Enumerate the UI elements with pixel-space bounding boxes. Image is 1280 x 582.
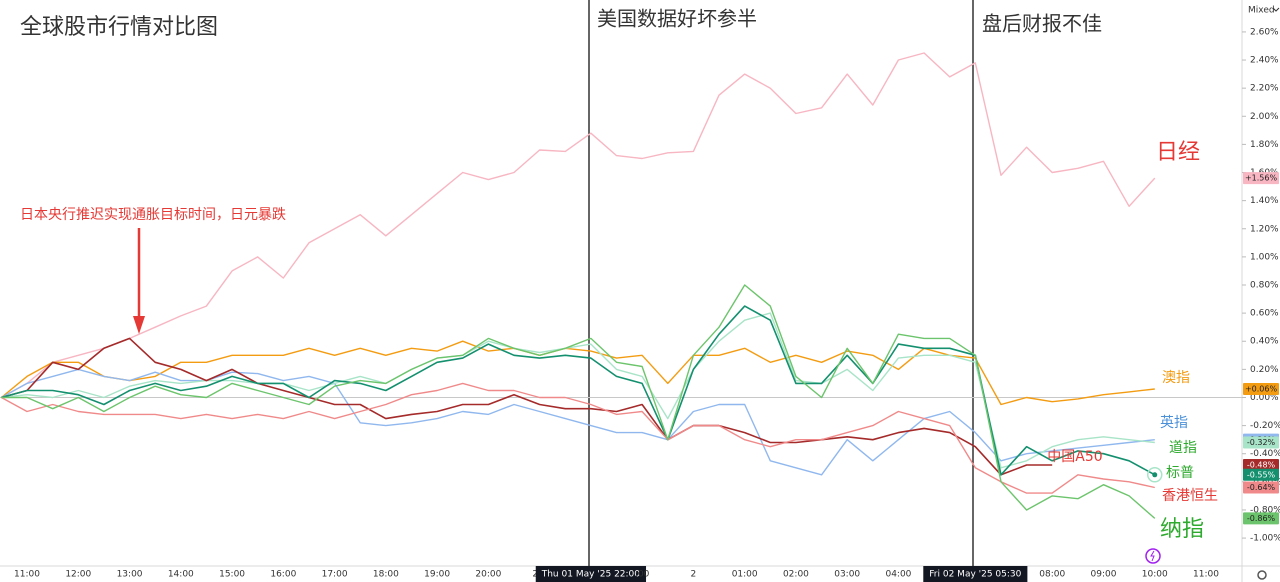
series-label: 澳指	[1162, 370, 1190, 386]
y-tick-label: 2.40%	[1250, 56, 1279, 66]
x-tick-label: 20:00	[475, 570, 501, 580]
y-tick-label: 2.00%	[1250, 112, 1279, 122]
series-label: 英指	[1160, 414, 1188, 431]
x-tick-label: 04:00	[885, 570, 911, 580]
x-tick-label: 15:00	[219, 570, 245, 580]
end-value-box	[1243, 481, 1279, 494]
series-line	[1, 337, 1053, 476]
series-label: 日经	[1156, 140, 1200, 165]
annotation: 美国数据好坏参半	[597, 7, 757, 31]
y-tick-label: -0.20%	[1250, 421, 1280, 431]
series-label: 道指	[1169, 440, 1197, 456]
end-value-label: +1.56%	[1245, 174, 1278, 183]
end-value-box	[1243, 172, 1279, 185]
series-label: 纳指	[1160, 517, 1204, 542]
end-value-box	[1243, 436, 1279, 449]
x-tick-label: 11:00	[1193, 570, 1219, 580]
series-line	[1, 52, 1156, 399]
x-tick-label: 12:00	[65, 570, 91, 580]
lightning-icon[interactable]	[1145, 548, 1161, 564]
x-tick-label: 08:00	[1039, 570, 1065, 580]
crosshair-label-bg	[923, 566, 1028, 582]
end-value-label: +0.06%	[1245, 385, 1278, 394]
series-line	[1, 284, 1156, 519]
annotation: 盘后财报不佳	[982, 12, 1102, 36]
annotation: 日本央行推迟实现通胀目标时间，日元暴跌	[20, 207, 286, 223]
end-value-box	[1243, 458, 1279, 471]
y-tick-label: 1.20%	[1250, 224, 1279, 234]
x-tick-label: 17:00	[322, 570, 348, 580]
y-tick-label: -1.00%	[1250, 534, 1280, 544]
end-value-label: -0.86%	[1247, 514, 1276, 523]
end-value-box	[1243, 383, 1279, 396]
end-value-label: -0.64%	[1247, 483, 1276, 492]
y-tick-label: 0.00%	[1250, 393, 1279, 403]
y-tick-label: 0.60%	[1250, 309, 1279, 319]
end-value-box	[1243, 512, 1279, 525]
plot-area	[0, 52, 1242, 519]
x-tick-label: 19:00	[424, 570, 450, 580]
y-tick-label: -0.40%	[1250, 449, 1280, 459]
series-label: 香港恒生	[1162, 488, 1218, 504]
y-tick-label: 1.80%	[1250, 140, 1279, 150]
x-tick-label: Thu 01 May '25 22:00	[541, 570, 641, 580]
x-tick-label: 16:00	[270, 570, 296, 580]
series-label: 中国A50	[1047, 449, 1102, 465]
y-tick-label: -0.80%	[1250, 505, 1280, 515]
annotation-arrowhead	[133, 316, 145, 334]
y-tick-label: 1.00%	[1250, 252, 1279, 262]
y-tick-label: 0.20%	[1250, 365, 1279, 375]
y-tick-label: 0.80%	[1250, 281, 1279, 291]
x-tick-label: :00	[635, 570, 650, 580]
series-line	[0, 340, 1155, 406]
x-tick-label: 09:00	[1091, 570, 1117, 580]
y-tick-label: 2.20%	[1250, 84, 1279, 94]
last-point-halo	[1147, 467, 1163, 483]
x-tick-label: 02:00	[783, 570, 809, 580]
crosshair-label-bg	[535, 566, 647, 582]
series-line	[1, 305, 1156, 476]
end-value-label: -0.48%	[1247, 460, 1276, 469]
chart-title: 全球股市行情对比图	[20, 15, 218, 40]
series-line	[1, 312, 1155, 469]
y-tick-label: 1.40%	[1250, 196, 1279, 206]
settings-icon[interactable]	[1257, 570, 1267, 580]
x-tick-label: 13:00	[117, 570, 143, 580]
y-tick-label: 0.40%	[1250, 337, 1279, 347]
dropdown-icon[interactable]	[1272, 7, 1280, 12]
x-tick-label: 14:00	[168, 570, 194, 580]
end-value-box	[1243, 468, 1279, 481]
x-tick-label: 03:00	[834, 570, 860, 580]
last-point	[1152, 472, 1158, 478]
x-tick-label: 10:00	[1142, 570, 1168, 580]
x-tick-label: Fri 02 May '25 05:30	[929, 570, 1021, 580]
x-tick-label: 11:00	[14, 570, 40, 580]
scale-mode[interactable]: Mixed	[1248, 6, 1275, 16]
y-tick-label: 2.60%	[1250, 27, 1279, 37]
lightning-bolt	[1150, 550, 1155, 562]
end-value-label: -0.32%	[1247, 438, 1276, 447]
series-label: 标普	[1166, 465, 1194, 481]
series-line	[1, 382, 1155, 494]
series-line	[1, 368, 1155, 476]
x-tick-label: 18:00	[373, 570, 399, 580]
x-tick-label: 2	[691, 570, 697, 580]
x-tick-label: 01:00	[732, 570, 758, 580]
end-value-label: -0.55%	[1247, 470, 1276, 479]
